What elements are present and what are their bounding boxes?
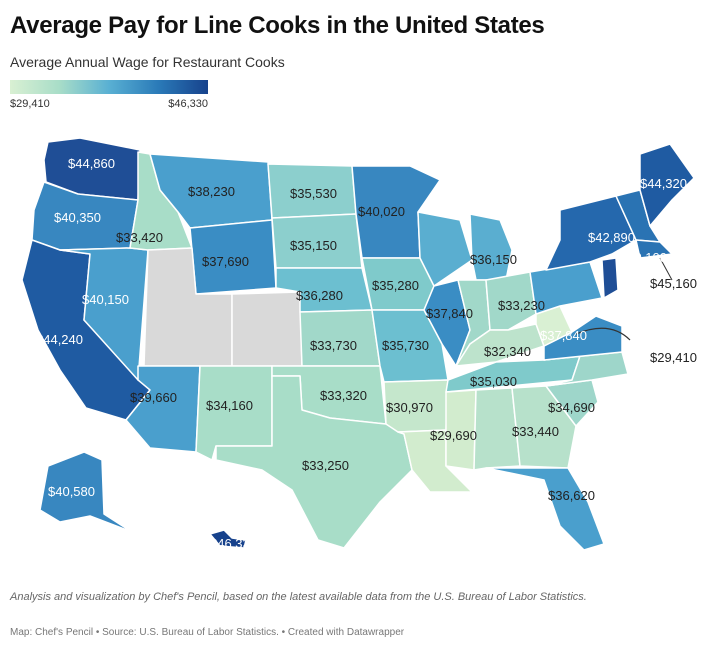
state-fl[interactable]	[485, 467, 605, 551]
label-wv: $29,410	[650, 350, 697, 365]
legend-max-label: $46,330	[168, 98, 208, 110]
state-hi[interactable]	[209, 529, 247, 549]
label-la: $29,690	[430, 428, 477, 443]
wv-annotation-arrow	[575, 327, 631, 341]
legend-gradient-bar	[10, 80, 208, 94]
label-ca: $44,240	[36, 332, 83, 347]
state-wi[interactable]	[417, 211, 473, 287]
label-va: $37,840	[540, 328, 587, 343]
state-oh[interactable]	[485, 271, 537, 331]
label-ks: $33,730	[310, 338, 357, 353]
nj-annotation-line	[659, 257, 673, 281]
label-mi: $36,150	[470, 252, 517, 267]
state-new-england[interactable]	[615, 189, 661, 243]
state-al[interactable]	[473, 387, 521, 471]
label-wy: $37,690	[202, 254, 249, 269]
label-ky: $32,340	[484, 344, 531, 359]
label-il: $37,840	[426, 306, 473, 321]
label-al: $33,440	[512, 424, 559, 439]
footer-note: Analysis and visualization by Chef's Pen…	[10, 591, 587, 603]
label-id: $33,420	[116, 230, 163, 245]
label-sd: $35,150	[290, 238, 337, 253]
label-az: $39,660	[130, 390, 177, 405]
label-sc: $34,690	[548, 400, 595, 415]
label-me: $44,320	[640, 176, 687, 191]
map-title: Average Pay for Line Cooks in the United…	[10, 12, 545, 39]
label-mt: $38,230	[188, 184, 235, 199]
state-ky[interactable]	[455, 323, 545, 367]
legend-min-label: $29,410	[10, 98, 50, 110]
label-ma: $40,100	[620, 250, 667, 265]
label-pa: $39,060	[578, 300, 625, 315]
label-nj: $45,160	[650, 276, 697, 291]
label-ar: $30,970	[386, 400, 433, 415]
color-legend: $29,410 $46,330	[10, 80, 208, 110]
state-co[interactable]	[231, 291, 303, 367]
label-fl: $36,620	[548, 488, 595, 503]
state-mi[interactable]	[469, 213, 513, 281]
label-nv: $40,150	[82, 292, 129, 307]
label-ok: $33,320	[320, 388, 367, 403]
state-me[interactable]	[639, 143, 695, 227]
label-or: $40,350	[54, 210, 101, 225]
label-oh: $33,230	[498, 298, 545, 313]
state-ga[interactable]	[511, 385, 577, 469]
label-mo: $35,730	[382, 338, 429, 353]
state-ma[interactable]	[635, 239, 673, 259]
label-nd: $35,530	[290, 186, 337, 201]
label-ne: $36,280	[296, 288, 343, 303]
us-choropleth-map: $44,860 $40,350 $44,240 $40,150 $33,420 …	[21, 137, 697, 551]
state-nc[interactable]	[543, 351, 629, 387]
map-subtitle: Average Annual Wage for Restaurant Cooks	[10, 54, 285, 70]
state-nj[interactable]	[601, 257, 619, 299]
label-nm: $34,160	[206, 398, 253, 413]
label-ia: $35,280	[372, 278, 419, 293]
footer-source: Map: Chef's Pencil • Source: U.S. Bureau…	[10, 627, 405, 638]
label-ny: $42,890	[588, 230, 635, 245]
label-tn: $35,030	[470, 374, 517, 389]
label-wa: $44,860	[68, 156, 115, 171]
label-mn: $40,020	[358, 204, 405, 219]
label-ak: $40,580	[48, 484, 95, 499]
label-tx: $33,250	[302, 458, 349, 473]
label-hi: $46,330	[210, 536, 257, 551]
state-tx[interactable]	[215, 375, 413, 549]
state-ak[interactable]	[39, 451, 133, 533]
